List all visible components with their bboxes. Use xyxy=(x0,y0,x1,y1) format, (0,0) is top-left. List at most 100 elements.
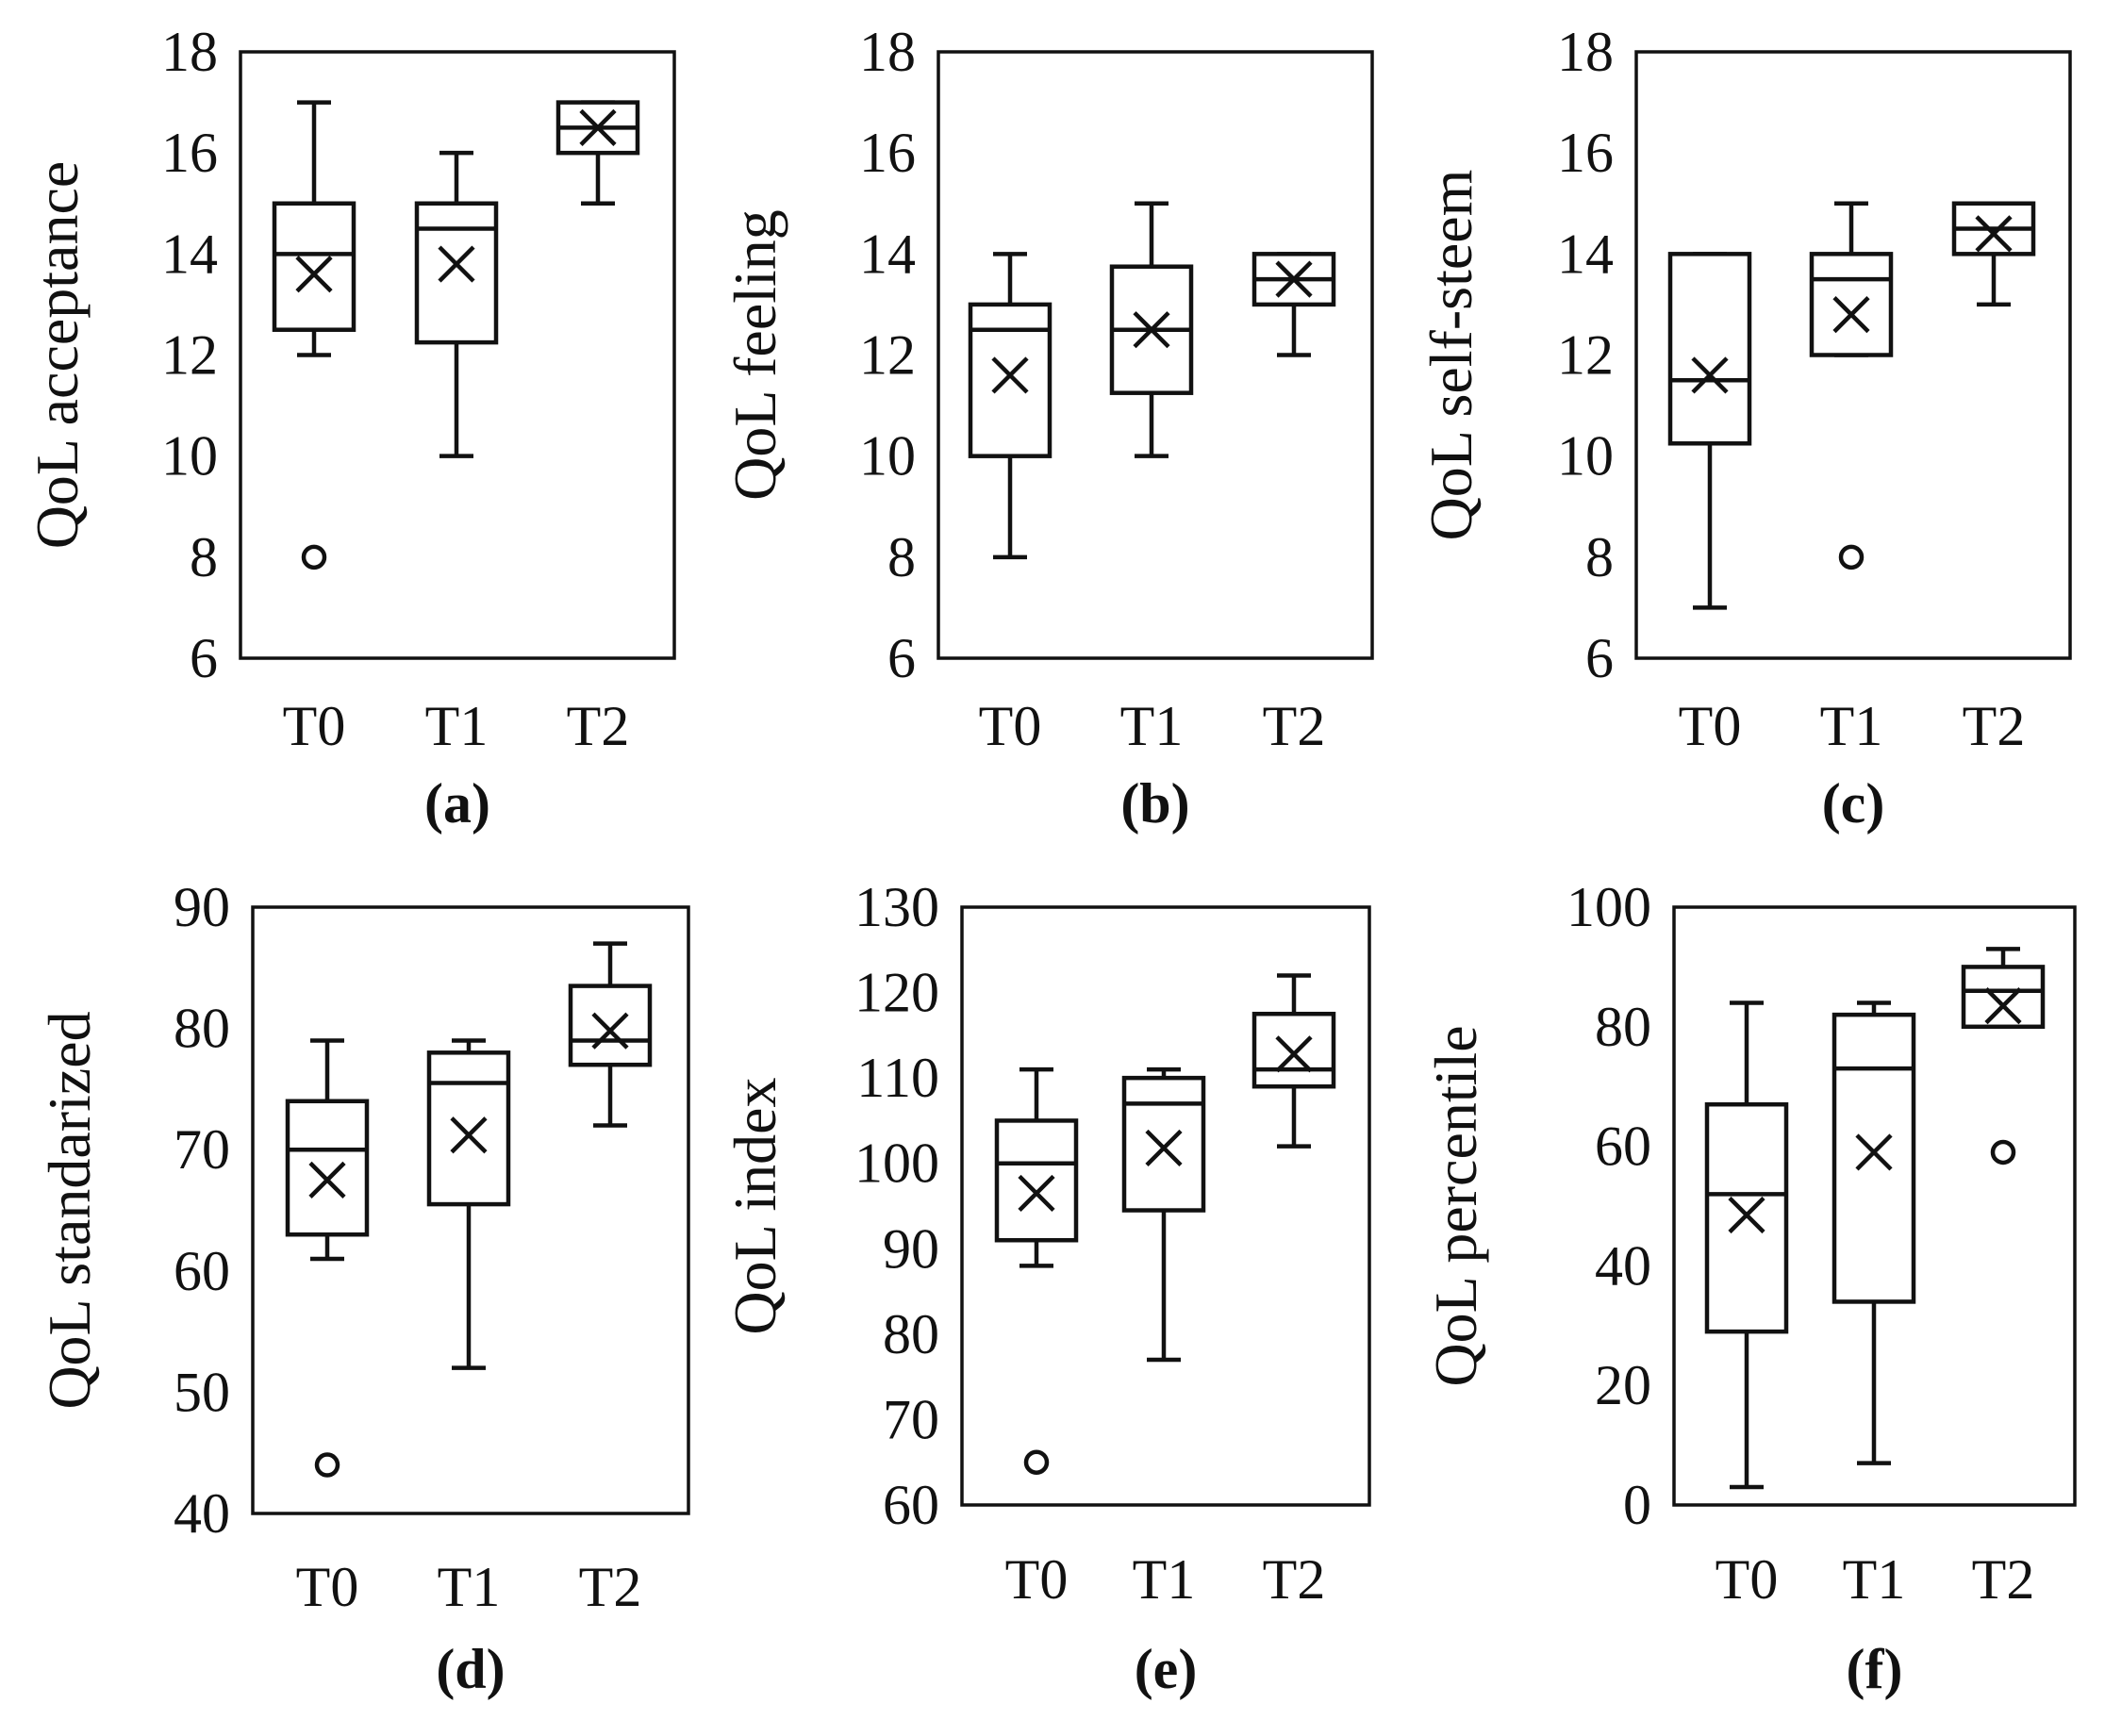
y-tick-label: 10 xyxy=(161,425,218,488)
y-tick-label: 6 xyxy=(1585,627,1614,689)
y-axis-label: QoL acceptance xyxy=(24,161,91,550)
panel-label: (a) xyxy=(424,772,490,835)
box-plot-T1 xyxy=(1832,1000,1916,1465)
chart-panel-1: 6 8 10 12 14 16 18 QoL acceptance T0 T1 T2 (a) xyxy=(24,21,676,835)
mean-marker xyxy=(295,256,333,293)
y-tick-label: 14 xyxy=(1557,223,1614,285)
x-category-label: T1 xyxy=(438,1556,501,1618)
mean-marker xyxy=(1133,311,1170,349)
iqr-box xyxy=(414,201,499,345)
panel-label: (e) xyxy=(1135,1638,1198,1700)
panel-label: (f) xyxy=(1847,1638,1903,1700)
outlier-point xyxy=(1838,544,1865,570)
mean-marker xyxy=(1275,260,1313,298)
y-tick-label: 50 xyxy=(174,1361,230,1423)
x-category-label: T0 xyxy=(1715,1548,1779,1611)
mean-marker xyxy=(579,108,617,146)
y-axis-label: QoL standarized xyxy=(36,1011,103,1409)
y-tick-label: 120 xyxy=(854,962,939,1024)
box-plot-T1 xyxy=(1809,201,1894,570)
y-axis-label: QoL feeling xyxy=(721,209,788,501)
box-plot-T2 xyxy=(1951,201,2036,307)
y-tick-label: 10 xyxy=(859,425,916,488)
mean-marker xyxy=(1855,1133,1893,1171)
x-category-label: T2 xyxy=(1972,1548,2035,1611)
x-category-label: T1 xyxy=(1843,1548,1906,1611)
y-tick-label: 70 xyxy=(174,1118,230,1181)
iqr-box xyxy=(285,1099,370,1237)
y-tick-label: 60 xyxy=(1595,1116,1651,1178)
y-tick-label: 0 xyxy=(1623,1474,1651,1536)
y-tick-label: 80 xyxy=(174,998,230,1060)
mean-marker xyxy=(450,1116,488,1154)
iqr-box xyxy=(426,1050,511,1207)
y-tick-label: 12 xyxy=(161,324,218,387)
y-tick-label: 90 xyxy=(883,1217,939,1280)
mean-marker xyxy=(591,1012,629,1050)
y-tick-label: 100 xyxy=(854,1133,939,1195)
mean-marker xyxy=(438,245,475,283)
x-category-label: T2 xyxy=(1263,695,1326,757)
y-tick-label: 60 xyxy=(174,1240,230,1302)
iqr-box xyxy=(272,201,356,332)
x-category-label: T0 xyxy=(283,695,346,757)
outlier-point xyxy=(314,1452,340,1478)
iqr-box xyxy=(1961,965,2046,1030)
chart-panel-5: 60 70 80 90 100 110 120 130 QoL index T0 T1 T2 (e) xyxy=(721,876,1371,1700)
box-plot-T0 xyxy=(994,1066,1079,1475)
y-tick-label: 14 xyxy=(859,223,916,285)
mean-marker xyxy=(1275,1035,1313,1073)
box-plot-T2 xyxy=(1251,252,1336,357)
chart-panel-4: 40 50 60 70 80 90 QoL standarized T0 T1 T2 (d) xyxy=(36,876,690,1700)
chart-panel-6: 0 20 40 60 80 100 QoL percentile T0 T1 T2 (f) xyxy=(1422,876,2077,1700)
x-category-label: T1 xyxy=(425,695,489,757)
box-plot-T0 xyxy=(968,252,1052,560)
y-tick-label: 18 xyxy=(161,21,218,83)
y-tick-label: 80 xyxy=(883,1303,939,1365)
box-plot-T1 xyxy=(426,1038,511,1370)
y-tick-label: 14 xyxy=(161,223,218,285)
y-tick-label: 40 xyxy=(1595,1234,1651,1297)
y-axis-label: QoL percentile xyxy=(1422,1025,1489,1386)
panel-label: (c) xyxy=(1822,772,1885,835)
iqr-box xyxy=(1832,1012,1916,1304)
iqr-box xyxy=(968,302,1052,458)
box-plot-T0 xyxy=(1704,1000,1789,1490)
y-tick-label: 8 xyxy=(887,526,916,588)
x-category-label: T0 xyxy=(1005,1548,1069,1611)
mean-marker xyxy=(1832,296,1870,334)
mean-marker xyxy=(1691,356,1729,394)
iqr-box xyxy=(994,1118,1079,1243)
y-tick-label: 16 xyxy=(161,122,218,184)
y-tick-label: 110 xyxy=(856,1047,939,1109)
box-plot-T2 xyxy=(568,941,653,1128)
y-tick-label: 130 xyxy=(854,876,939,938)
iqr-box xyxy=(1809,252,1894,357)
chart-panel-3: 6 8 10 12 14 16 18 QoL self-steem T0 T1 T2 (c) xyxy=(1417,21,2072,835)
outlier-point xyxy=(1023,1449,1050,1475)
outlier-point xyxy=(1990,1139,2016,1166)
y-tick-label: 8 xyxy=(190,526,218,588)
x-category-label: T1 xyxy=(1820,695,1883,757)
iqr-box xyxy=(568,984,653,1067)
y-tick-label: 6 xyxy=(190,627,218,689)
y-tick-label: 8 xyxy=(1585,526,1614,588)
box-plot-T2 xyxy=(1251,973,1336,1149)
iqr-box xyxy=(1121,1075,1206,1213)
y-tick-label: 100 xyxy=(1566,876,1651,938)
y-tick-label: 70 xyxy=(883,1388,939,1450)
y-tick-label: 16 xyxy=(859,122,916,184)
y-tick-label: 16 xyxy=(1557,122,1614,184)
iqr-box xyxy=(1667,252,1752,446)
chart-panel-2: 6 8 10 12 14 16 18 QoL feeling T0 T1 T2 (b) xyxy=(721,21,1374,835)
mean-marker xyxy=(1975,215,2013,253)
x-category-label: T1 xyxy=(1120,695,1184,757)
y-tick-label: 12 xyxy=(1557,324,1614,387)
y-tick-label: 60 xyxy=(883,1474,939,1536)
y-tick-label: 18 xyxy=(1557,21,1614,83)
mean-marker xyxy=(1018,1174,1055,1213)
y-axis-label: QoL index xyxy=(721,1077,788,1334)
mean-marker xyxy=(991,356,1029,394)
box-plot-T0 xyxy=(272,100,356,570)
x-category-label: T2 xyxy=(567,695,630,757)
